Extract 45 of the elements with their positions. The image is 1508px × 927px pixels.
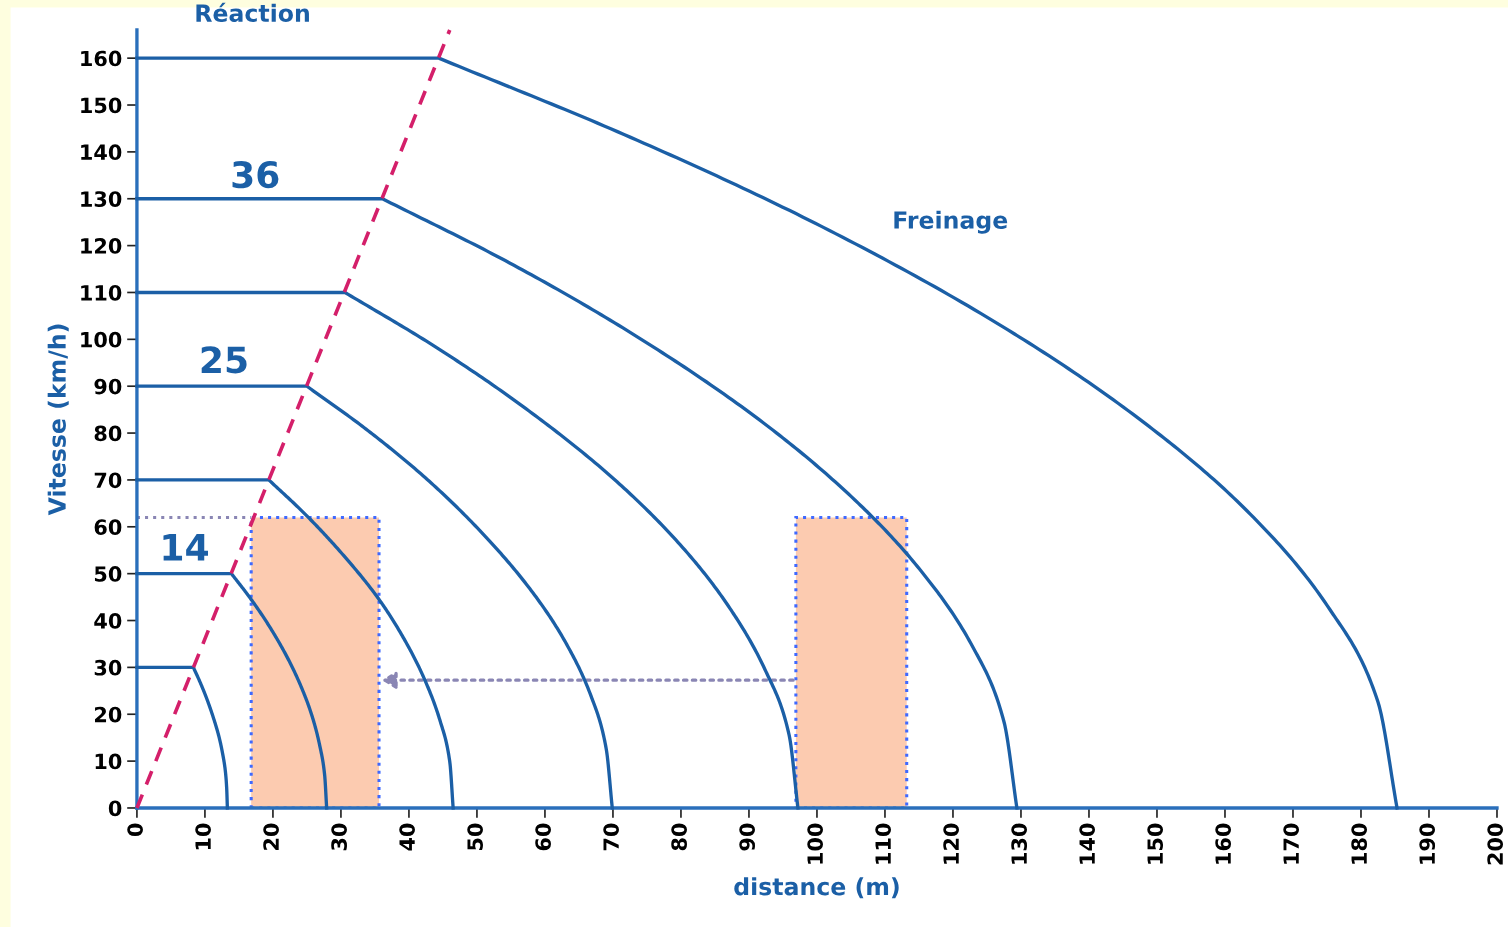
x-tick-label: 110: [875, 823, 892, 864]
y-axis-title: Vitesse (km/h): [47, 324, 69, 516]
x-tick-label: 10: [195, 823, 211, 850]
x-tick-label: 120: [943, 823, 960, 864]
y-tick-label: 90: [94, 378, 122, 395]
x-tick-label: 130: [1011, 823, 1028, 864]
x-tick-label: 200: [1487, 823, 1504, 865]
annotation: Freinage: [894, 210, 1008, 234]
x-tick-label: 60: [535, 823, 551, 851]
x-tick-label: 140: [1079, 823, 1096, 864]
y-tick-label: 20: [95, 706, 122, 723]
annotation: 25: [201, 346, 247, 374]
y-tick-label: 160: [81, 50, 122, 67]
x-tick-label: 160: [1215, 823, 1232, 864]
x-tick-label: 40: [399, 823, 415, 851]
y-tick-label: 120: [81, 238, 122, 254]
x-tick-label: 0: [127, 823, 143, 837]
annotation: 36: [232, 161, 279, 189]
y-tick-label: 0: [108, 800, 122, 817]
y-tick-label: 110: [81, 284, 122, 301]
y-tick-label: 150: [81, 97, 122, 114]
y-tick-label: 40: [94, 612, 122, 629]
x-tick-label: 50: [467, 823, 483, 850]
x-tick-label: 180: [1351, 823, 1368, 864]
x-tick-label: 100: [807, 823, 823, 864]
y-tick-label: 30: [94, 659, 122, 676]
x-tick-label: 80: [671, 823, 687, 851]
x-tick-label: 170: [1283, 823, 1300, 864]
x-axis-title: distance (m): [734, 877, 899, 899]
y-tick-label: 70: [94, 472, 122, 489]
chart-title: Réaction: [196, 2, 309, 23]
y-tick-label: 50: [94, 566, 122, 582]
y-tick-label: 10: [95, 753, 122, 770]
annotation: 14: [163, 534, 208, 561]
y-tick-label: 60: [94, 519, 122, 535]
x-tick-label: 30: [331, 823, 347, 851]
x-tick-label: 150: [1147, 823, 1164, 864]
x-tick-label: 90: [739, 823, 755, 851]
x-tick-label: 20: [263, 823, 279, 850]
y-tick-label: 80: [94, 425, 122, 442]
y-tick-label: 100: [81, 331, 122, 348]
x-tick-label: 190: [1419, 823, 1436, 864]
x-tick-label: 70: [603, 823, 619, 851]
y-tick-label: 130: [81, 191, 122, 207]
y-tick-label: 140: [81, 144, 122, 161]
